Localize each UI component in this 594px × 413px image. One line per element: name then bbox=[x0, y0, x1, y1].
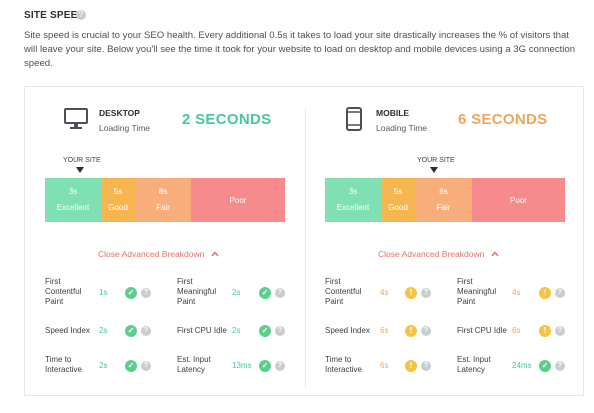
question-icon[interactable]: ? bbox=[141, 288, 151, 298]
column-divider bbox=[305, 108, 306, 388]
scale-threshold: 3s bbox=[348, 187, 358, 196]
metric-value-fmp: 2s bbox=[232, 288, 241, 297]
mobile-load-time: 6 SECONDS bbox=[458, 111, 548, 128]
desktop-title: DESKTOP bbox=[99, 108, 140, 118]
metric-value-tti: 6s bbox=[380, 361, 389, 370]
scale-threshold: 3s bbox=[68, 187, 78, 196]
metric-value-speed-index: 2s bbox=[99, 326, 108, 335]
question-icon[interactable]: ? bbox=[76, 10, 86, 20]
mobile-subtitle: Loading Time bbox=[376, 123, 428, 133]
scale-label: Fair bbox=[436, 203, 451, 212]
exclamation-icon: ! bbox=[405, 325, 417, 337]
scale-fair: 8s Fair bbox=[415, 178, 472, 222]
question-icon[interactable]: ? bbox=[141, 326, 151, 336]
metric-value-fmp: 4s bbox=[512, 288, 521, 297]
chevron-up-icon bbox=[491, 249, 499, 259]
question-icon[interactable]: ? bbox=[141, 361, 151, 371]
scale-label: Excellent bbox=[336, 203, 370, 212]
question-icon[interactable]: ? bbox=[275, 361, 285, 371]
exclamation-icon: ! bbox=[405, 287, 417, 299]
metric-value-fcp: 4s bbox=[380, 288, 389, 297]
metric-value-tti: 2s bbox=[99, 361, 108, 370]
check-icon: ✓ bbox=[125, 287, 137, 299]
check-icon: ✓ bbox=[125, 325, 137, 337]
mobile-close-breakdown-link[interactable]: Close Advanced Breakdown bbox=[378, 249, 499, 259]
scale-good: 5s Good bbox=[101, 178, 135, 222]
metric-label-input-latency: Est. Input Latency bbox=[457, 355, 491, 374]
exclamation-icon: ! bbox=[539, 325, 551, 337]
scale-excellent: 3s Excellent bbox=[45, 178, 101, 222]
desktop-speed-scale: 3s Excellent 5s Good 8s Fair Poor bbox=[45, 178, 285, 222]
question-icon[interactable]: ? bbox=[555, 326, 565, 336]
scale-threshold: 8s bbox=[158, 187, 168, 196]
desktop-monitor-icon bbox=[64, 108, 88, 130]
check-icon: ✓ bbox=[539, 360, 551, 372]
metric-label-fcp: First Contentful Paint bbox=[45, 277, 82, 306]
question-icon[interactable]: ? bbox=[421, 326, 431, 336]
check-icon: ✓ bbox=[259, 287, 271, 299]
scale-label: Excellent bbox=[56, 203, 90, 212]
metric-label-fmp: First Meaningful Paint bbox=[177, 277, 217, 306]
scale-good: 5s Good bbox=[381, 178, 415, 222]
metric-label-fcp: First Contentful Paint bbox=[325, 277, 362, 306]
metric-label-first-cpu-idle: First CPU Idle bbox=[177, 326, 227, 335]
question-icon[interactable]: ? bbox=[555, 361, 565, 371]
metric-label-first-cpu-idle: First CPU Idle bbox=[457, 326, 507, 335]
section-title: SITE SPEED bbox=[24, 10, 85, 21]
chevron-up-icon bbox=[211, 249, 219, 259]
metric-value-speed-index: 6s bbox=[380, 326, 389, 335]
scale-excellent: 3s Excellent bbox=[325, 178, 381, 222]
question-icon[interactable]: ? bbox=[275, 326, 285, 336]
desktop-marker-arrow bbox=[76, 167, 84, 173]
mobile-speed-scale: 3s Excellent 5s Good 8s Fair Poor bbox=[325, 178, 565, 222]
check-icon: ✓ bbox=[259, 360, 271, 372]
scale-poor: Poor bbox=[191, 178, 285, 222]
metric-label-speed-index: Speed Index bbox=[325, 326, 370, 335]
desktop-subtitle: Loading Time bbox=[99, 123, 151, 133]
scale-fair: 8s Fair bbox=[135, 178, 191, 222]
question-icon[interactable]: ? bbox=[421, 288, 431, 298]
desktop-your-site-label: YOUR SITE bbox=[63, 157, 101, 164]
speed-card bbox=[24, 86, 584, 396]
exclamation-icon: ! bbox=[539, 287, 551, 299]
check-icon: ✓ bbox=[125, 360, 137, 372]
intro-text: Site speed is crucial to your SEO health… bbox=[24, 30, 576, 69]
desktop-load-time: 2 SECONDS bbox=[182, 111, 272, 128]
scale-threshold: 5s bbox=[393, 187, 403, 196]
mobile-marker-arrow bbox=[430, 167, 438, 173]
metric-label-speed-index: Speed Index bbox=[45, 326, 90, 335]
metric-value-input-latency: 13ms bbox=[232, 361, 252, 370]
check-icon: ✓ bbox=[259, 325, 271, 337]
mobile-your-site-label: YOUR SITE bbox=[417, 157, 455, 164]
toggle-label: Close Advanced Breakdown bbox=[378, 249, 485, 259]
scale-threshold: 5s bbox=[113, 187, 123, 196]
mobile-title: MOBILE bbox=[376, 108, 410, 118]
metric-label-tti: Time to Interactive bbox=[45, 355, 82, 374]
question-icon[interactable]: ? bbox=[555, 288, 565, 298]
toggle-label: Close Advanced Breakdown bbox=[98, 249, 205, 259]
metric-label-tti: Time to Interactive bbox=[325, 355, 362, 374]
scale-label: Good bbox=[388, 203, 408, 212]
metric-value-first-cpu-idle: 2s bbox=[232, 326, 241, 335]
scale-label: Fair bbox=[156, 203, 170, 212]
question-icon[interactable]: ? bbox=[421, 361, 431, 371]
scale-label: Poor bbox=[510, 196, 527, 205]
scale-label: Good bbox=[108, 203, 128, 212]
metric-label-input-latency: Est. Input Latency bbox=[177, 355, 211, 374]
metric-value-first-cpu-idle: 6s bbox=[512, 326, 521, 335]
scale-threshold: 8s bbox=[439, 187, 448, 196]
metric-label-fmp: First Meaningful Paint bbox=[457, 277, 497, 306]
metric-value-fcp: 1s bbox=[99, 288, 108, 297]
scale-label: Poor bbox=[229, 196, 247, 205]
metric-value-input-latency: 24ms bbox=[512, 361, 532, 370]
desktop-close-breakdown-link[interactable]: Close Advanced Breakdown bbox=[98, 249, 219, 259]
scale-poor: Poor bbox=[472, 178, 565, 222]
exclamation-icon: ! bbox=[405, 360, 417, 372]
question-icon[interactable]: ? bbox=[275, 288, 285, 298]
mobile-phone-icon bbox=[346, 107, 362, 131]
